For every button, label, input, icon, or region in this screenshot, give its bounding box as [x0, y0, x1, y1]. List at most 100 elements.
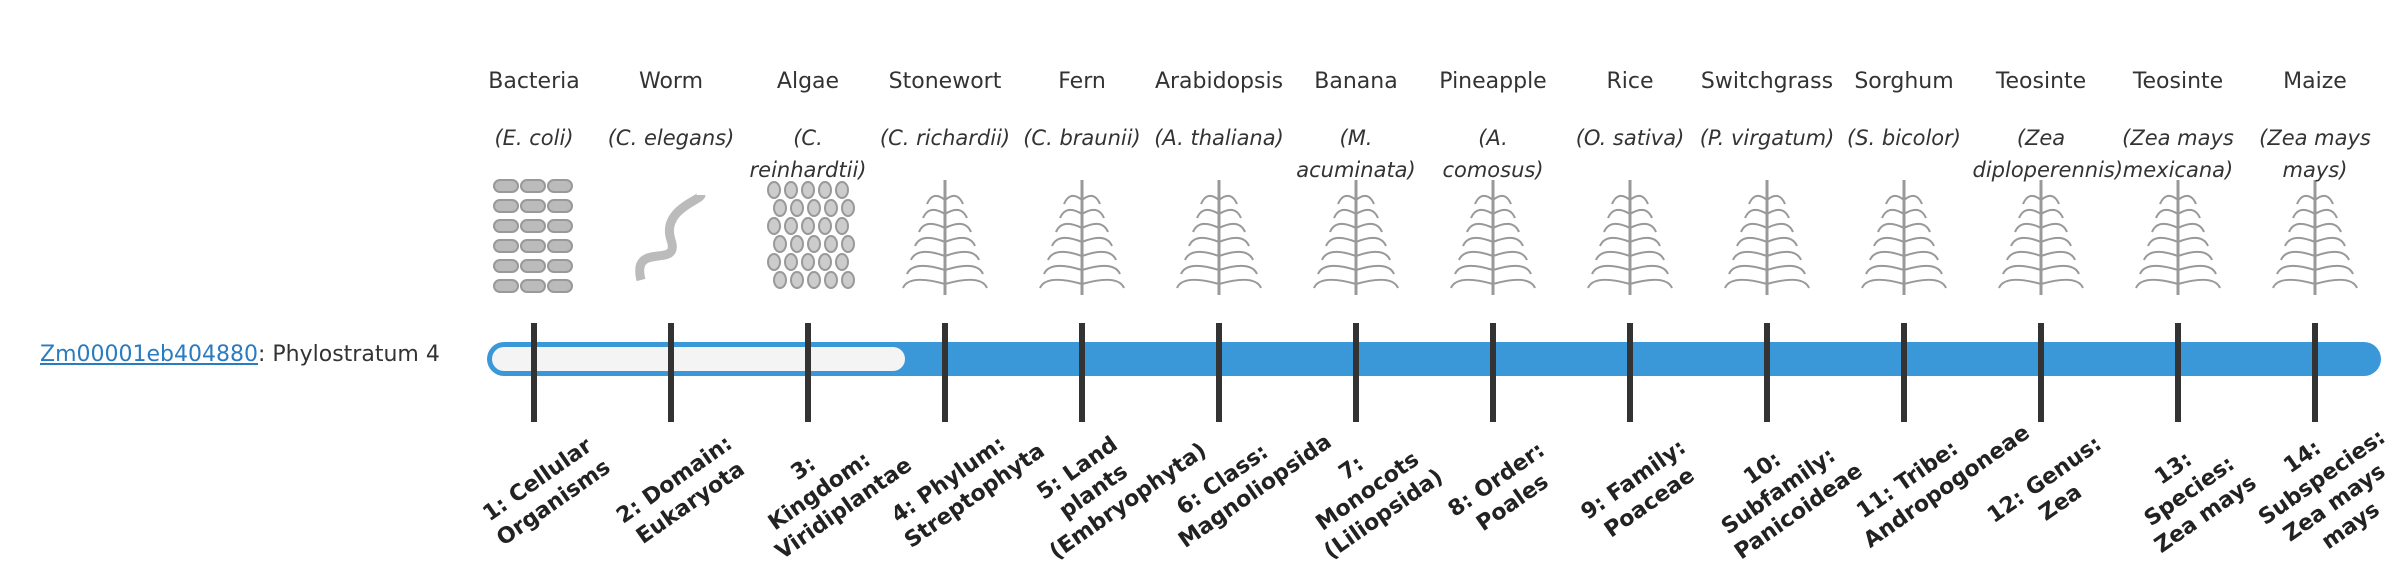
organism-name: Algae: [776, 69, 840, 94]
icon-part: [1474, 194, 1494, 205]
icon-part: [944, 264, 984, 275]
icon-part: [2040, 208, 2064, 219]
organism-image: [1587, 180, 1673, 295]
icon-part: [2272, 278, 2316, 289]
icon-part: [1458, 250, 1494, 261]
icon-part: [2155, 208, 2179, 219]
organism-scientific: (A. comosus): [1442, 126, 1544, 182]
organism-image: [2272, 180, 2358, 295]
icon-part: [801, 217, 815, 235]
icon-part: [818, 217, 832, 235]
icon-part: [807, 271, 821, 289]
icon-part: [520, 199, 546, 213]
icon-part: [1063, 194, 1083, 205]
icon-part: [1766, 194, 1786, 205]
icon-part: [2276, 264, 2316, 275]
organism-name: Stonewort: [888, 69, 1002, 94]
icon-part: [2010, 236, 2042, 247]
icon-part: [1492, 208, 1516, 219]
icon-part: [1218, 194, 1238, 205]
icon-part: [1869, 250, 1905, 261]
progress-bar: [487, 342, 2381, 376]
icon-part: [790, 235, 804, 253]
icon-part: [906, 264, 946, 275]
icon-part: [1218, 278, 1262, 289]
icon-part: [2139, 264, 2179, 275]
icon-part: [1218, 264, 1258, 275]
icon-part: [1492, 278, 1536, 289]
gene-link[interactable]: Zm00001eb404880: [40, 342, 258, 367]
icon-part: [547, 239, 573, 253]
icon-part: [2159, 194, 2179, 205]
organism-scientific: (Zea mays mays): [2259, 126, 2371, 182]
icon-part: [1766, 222, 1794, 233]
icon-part: [2151, 222, 2179, 233]
icon-part: [1724, 278, 1768, 289]
icon-part: [547, 279, 573, 293]
icon-part: [944, 194, 964, 205]
icon-part: [1766, 236, 1798, 247]
icon-part: [767, 217, 781, 235]
organism-image: [1313, 180, 1399, 295]
icon-part: [2018, 208, 2042, 219]
icon-part: [2314, 278, 2358, 289]
organism-name: Worm: [638, 69, 703, 94]
icon-part: [1998, 278, 2042, 289]
icon-part: [1629, 278, 1673, 289]
icon-part: [547, 219, 573, 233]
organism-image: [493, 179, 573, 293]
icon-part: [835, 253, 849, 271]
organism-name: Bacteria: [488, 69, 580, 94]
icon-part: [493, 179, 519, 193]
stratum-label: Phylostratum: [272, 342, 419, 367]
icon-part: [2002, 264, 2042, 275]
icon-part: [2040, 194, 2060, 205]
icon-part: [1218, 236, 1250, 247]
icon-part: [1732, 250, 1768, 261]
icon-part: [1039, 278, 1083, 289]
icon-part: [1492, 194, 1512, 205]
organism-image: [1039, 180, 1125, 295]
icon-part: [1055, 222, 1083, 233]
icon-part: [1736, 236, 1768, 247]
icon-part: [944, 278, 988, 289]
icon-part: [944, 222, 972, 233]
organism-scientific: (C. elegans): [607, 126, 735, 150]
icon-part: [1885, 194, 1905, 205]
icon-part: [1607, 208, 1631, 219]
icon-part: [1333, 208, 1357, 219]
icon-part: [835, 181, 849, 199]
icon-part: [1200, 194, 1220, 205]
icon-part: [1629, 194, 1649, 205]
icon-part: [1748, 194, 1768, 205]
icon-part: [1492, 264, 1532, 275]
icon-part: [1355, 222, 1383, 233]
icon-part: [818, 253, 832, 271]
icon-part: [1462, 236, 1494, 247]
organism-image: [767, 181, 855, 289]
organism-name: Fern: [1058, 69, 1106, 94]
icon-part: [1611, 194, 1631, 205]
icon-part: [2135, 278, 2179, 289]
icon-part: [1903, 194, 1923, 205]
icon-part: [1629, 222, 1657, 233]
icon-part: [2292, 208, 2316, 219]
icon-part: [1081, 194, 1101, 205]
organism-name: Rice: [1606, 69, 1654, 94]
icon-part: [1766, 264, 1806, 275]
organism-scientific: (Zea mays mexicana): [2122, 126, 2234, 182]
organism-name: Teosinte: [2132, 69, 2224, 94]
organism-scientific: (O. sativa): [1575, 126, 1685, 150]
icon-part: [2314, 222, 2342, 233]
icon-part: [2040, 236, 2072, 247]
icon-part: [493, 279, 519, 293]
icon-part: [2314, 264, 2354, 275]
icon-part: [1313, 278, 1357, 289]
icon-part: [635, 192, 706, 282]
icon-part: [2147, 236, 2179, 247]
icon-part: [2284, 236, 2316, 247]
icon-part: [1059, 208, 1083, 219]
icon-part: [1877, 222, 1905, 233]
icon-part: [1081, 278, 1125, 289]
icon-part: [2296, 194, 2316, 205]
